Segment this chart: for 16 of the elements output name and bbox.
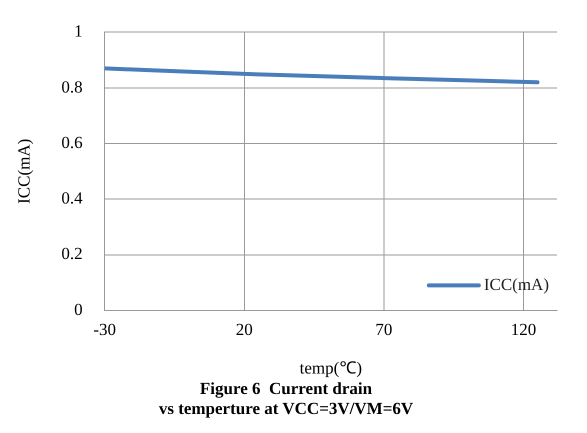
text: Figure 6 Current drain	[200, 378, 373, 398]
y-tick-label: 0.8	[61, 77, 83, 96]
text: vs temperture at VCC=3V/VM=6V	[158, 399, 414, 418]
y-tick-label: 0.2	[61, 244, 83, 264]
y-axis-title: ICC(mA)	[14, 138, 34, 204]
line-series	[104, 66, 540, 84]
x-tick-label: 120	[510, 320, 536, 340]
legend-label: ICC(mA)	[484, 274, 550, 294]
y-tick-label: 0.4	[61, 188, 84, 208]
x-axis-title: temp(℃)	[300, 358, 362, 378]
y-tick-label: 0	[74, 300, 83, 319]
y-tick-label: 0.6	[61, 132, 83, 152]
x-tick-label: -30	[93, 320, 116, 340]
x-tick-label: 70	[375, 320, 392, 340]
x-tick-label: 20	[236, 320, 253, 340]
y-tick-label: 1	[74, 22, 83, 41]
